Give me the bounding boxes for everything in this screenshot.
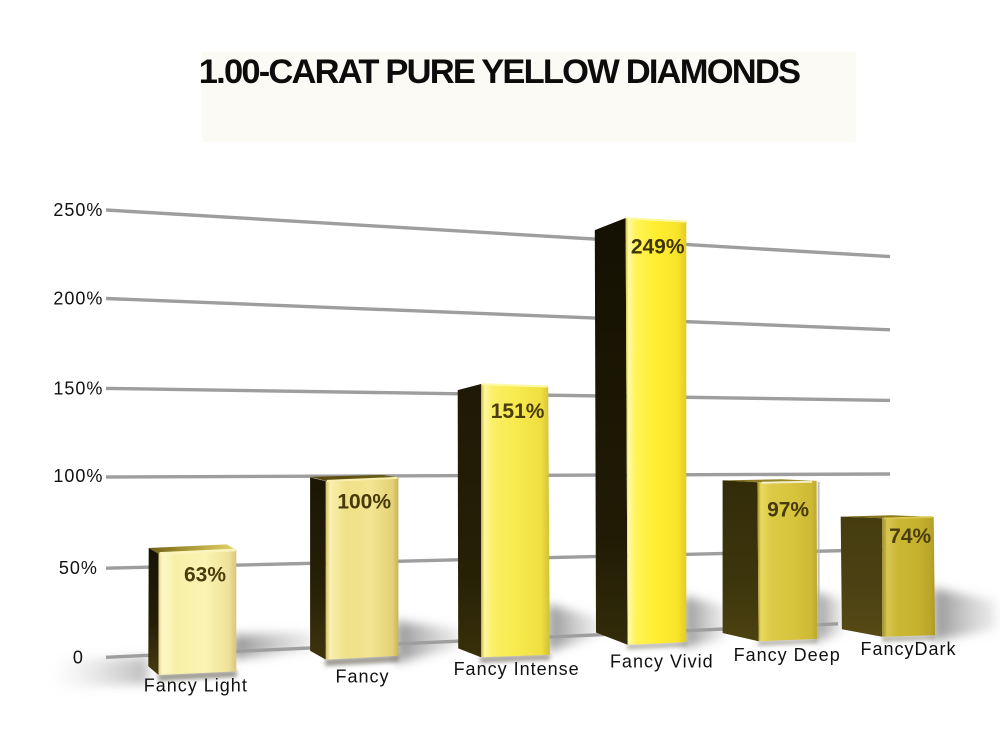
svg-text:Fancy Vivid: Fancy Vivid [610, 652, 714, 672]
svg-text:74%: 74% [889, 525, 931, 548]
svg-text:Fancy: Fancy [335, 667, 389, 687]
svg-text:151%: 151% [491, 400, 545, 423]
svg-text:100%: 100% [337, 491, 391, 514]
svg-text:FancyDark: FancyDark [860, 639, 956, 659]
svg-text:50%: 50% [59, 558, 98, 578]
svg-text:0: 0 [73, 647, 84, 667]
svg-text:Fancy Intense: Fancy Intense [454, 659, 580, 679]
svg-text:200%: 200% [53, 289, 103, 309]
svg-text:249%: 249% [631, 236, 685, 259]
svg-text:100%: 100% [53, 466, 103, 486]
svg-text:Fancy Light: Fancy Light [144, 676, 248, 696]
svg-text:Fancy Deep: Fancy Deep [734, 645, 841, 665]
svg-text:97%: 97% [767, 499, 809, 522]
svg-text:150%: 150% [53, 378, 103, 398]
svg-text:1.00-CARAT PURE YELLOW DIAMOND: 1.00-CARAT PURE YELLOW DIAMONDS [199, 53, 800, 91]
svg-text:63%: 63% [184, 564, 226, 587]
svg-text:250%: 250% [53, 200, 103, 220]
